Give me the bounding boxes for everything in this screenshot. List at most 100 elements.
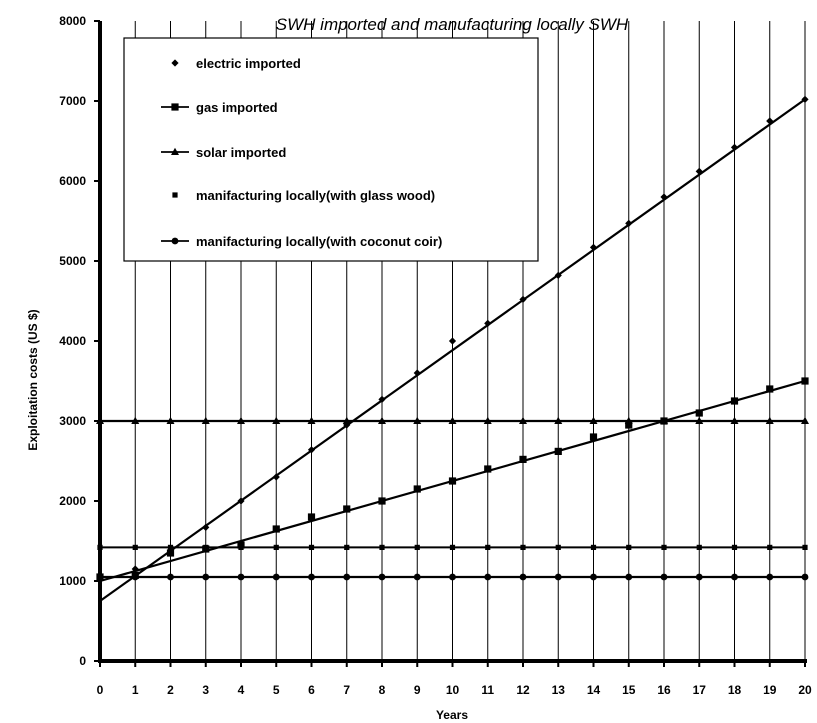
series-5-point <box>167 573 174 581</box>
series-4-point <box>167 544 174 550</box>
legend-item: manifacturing locally(with coconut coir) <box>161 234 442 249</box>
x-tick-label: 20 <box>798 683 812 697</box>
series-5-point <box>660 573 668 581</box>
series-3-point <box>695 416 704 424</box>
series-3-point <box>519 416 527 424</box>
y-tick-label: 5000 <box>59 254 86 268</box>
series-4-point <box>308 544 315 550</box>
series-2-point <box>272 525 280 533</box>
legend-swatch-marker <box>171 237 179 245</box>
series-4-point <box>485 544 491 550</box>
y-tick-label: 4000 <box>59 334 86 348</box>
series-2-point <box>166 549 175 557</box>
series-1-point <box>272 473 280 481</box>
series-3-point <box>730 416 739 424</box>
legend-item: electric imported <box>171 56 301 71</box>
series-4-point <box>414 544 420 550</box>
series-2-point <box>307 513 316 521</box>
series-4-point <box>661 544 667 550</box>
series-5-point <box>308 573 315 581</box>
series-3-point <box>483 416 492 424</box>
series-3-point <box>801 416 809 424</box>
series-4-point <box>802 544 808 550</box>
legend: electric imported gas imported solar impor… <box>123 37 539 262</box>
series-2-point <box>484 465 492 473</box>
series-1-point <box>202 523 210 531</box>
x-tick-label: 16 <box>657 683 671 697</box>
series-3-point <box>624 416 633 424</box>
x-tick-label: 12 <box>516 683 530 697</box>
series-1-point <box>589 243 598 251</box>
legend-label: solar imported <box>196 145 286 160</box>
series-4-point <box>449 544 456 550</box>
series-5-point <box>449 573 456 581</box>
y-tick-label: 0 <box>79 654 86 668</box>
y-tick-label: 8000 <box>59 14 86 28</box>
series-3-point <box>413 416 422 424</box>
x-axis-title: Years <box>436 708 468 722</box>
series-1-point <box>554 271 562 279</box>
x-tick-label: 15 <box>622 683 636 697</box>
legend-box <box>123 37 539 262</box>
legend-swatch-marker <box>172 192 178 198</box>
series-1-point <box>519 295 527 303</box>
x-tick-label: 5 <box>273 683 280 697</box>
x-tick-label: 13 <box>552 683 566 697</box>
series-2-point <box>554 447 562 455</box>
series-3-point <box>589 416 598 424</box>
series-5-point <box>695 573 703 581</box>
series-3-point <box>131 416 140 424</box>
series-4-point <box>203 544 209 550</box>
legend-swatch-marker <box>171 103 179 111</box>
series-1-trend-line <box>99 98 806 602</box>
series-4-point <box>696 544 702 550</box>
series-4-point <box>555 544 561 550</box>
series-5-point <box>484 573 492 581</box>
series-2-point <box>378 497 386 505</box>
series-1-point <box>730 143 739 151</box>
series-3-point <box>378 416 386 424</box>
legend-item: gas imported <box>161 100 278 115</box>
series-2-point <box>589 433 598 441</box>
series-4-point <box>344 544 350 550</box>
series-5-point <box>731 573 738 581</box>
x-tick-label: 7 <box>343 683 350 697</box>
series-3-point <box>272 416 281 424</box>
series-1-point <box>448 337 457 345</box>
series-3-point <box>307 416 316 424</box>
series-1-point <box>484 319 492 327</box>
x-tick-label: 17 <box>693 683 707 697</box>
series-4-point <box>731 544 738 550</box>
legend-label: gas imported <box>196 100 278 115</box>
series-4-point <box>132 544 138 550</box>
x-tick-label: 0 <box>97 683 104 697</box>
series-5 <box>96 573 809 581</box>
series-5-point <box>202 573 210 581</box>
series-3-point <box>342 416 351 424</box>
x-tick-label: 8 <box>379 683 386 697</box>
series-4-point <box>273 544 279 550</box>
x-tick-label: 14 <box>587 683 601 697</box>
series-1-point <box>307 446 316 454</box>
series-5-point <box>554 573 562 581</box>
series-4 <box>97 544 808 550</box>
x-tick-label: 18 <box>728 683 742 697</box>
series-2-point <box>413 485 421 493</box>
series-1-point <box>625 219 633 227</box>
series-3-point <box>554 416 563 424</box>
series-5-point <box>625 573 633 581</box>
series-4-point <box>767 544 773 550</box>
y-tick-label: 1000 <box>59 574 86 588</box>
series-3-point <box>201 416 210 424</box>
series-3-point <box>660 416 668 424</box>
x-tick-label: 6 <box>308 683 315 697</box>
series-3-point <box>237 416 245 424</box>
series-4-point <box>238 544 244 550</box>
series-2-point <box>343 505 351 513</box>
series-2-point <box>766 385 774 393</box>
legend-label: manifacturing locally(with glass wood) <box>196 188 435 203</box>
series-5-point <box>343 573 351 581</box>
legend-swatch-marker <box>171 59 179 67</box>
x-tick-label: 4 <box>238 683 245 697</box>
